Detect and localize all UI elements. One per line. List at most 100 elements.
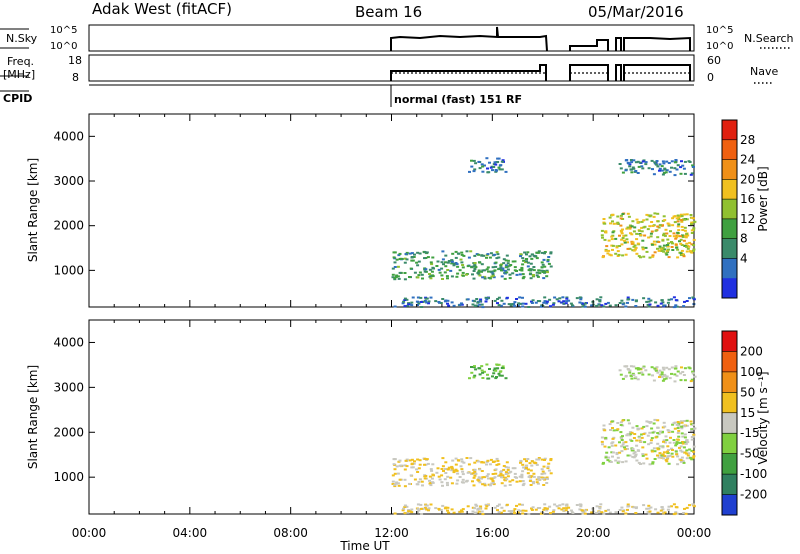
- scatter-cell: [441, 278, 444, 280]
- scatter-cell: [679, 235, 683, 238]
- scatter-cell: [393, 266, 397, 268]
- scatter-cell: [481, 513, 485, 516]
- scatter-cell: [674, 159, 678, 161]
- scatter-cell: [690, 429, 693, 432]
- scatter-cell: [595, 505, 599, 508]
- cpid-text: normal (fast) 151 RF: [394, 93, 522, 106]
- scatter-cell: [549, 459, 553, 462]
- scatter-cell: [687, 452, 691, 455]
- scatter-cell: [488, 484, 492, 487]
- scatter-cell: [484, 296, 488, 299]
- scatter-cell: [412, 256, 416, 258]
- scatter-cell: [411, 296, 415, 299]
- scatter-cell: [606, 508, 610, 511]
- scatter-cell: [621, 377, 625, 380]
- scatter-cell: [508, 273, 512, 276]
- scatter-cell: [478, 481, 482, 484]
- scatter-cell: [404, 253, 408, 256]
- scatter-cell: [541, 263, 545, 266]
- scatter-cell: [510, 510, 514, 512]
- scatter-cell: [604, 249, 608, 252]
- scatter-cell: [662, 250, 666, 253]
- scatter-cell: [446, 261, 450, 264]
- scatter-cell: [656, 442, 660, 445]
- scatter-cell: [403, 272, 407, 274]
- scatter-cell: [396, 265, 400, 268]
- scatter-cell: [528, 255, 532, 258]
- scatter-cell: [627, 215, 631, 218]
- scatter-cell: [626, 508, 629, 511]
- scatter-cell: [616, 215, 620, 218]
- scatter-cell: [398, 459, 402, 462]
- scatter-cell: [500, 269, 503, 272]
- scatter-cell: [677, 223, 681, 226]
- scatter-cell: [621, 510, 625, 513]
- scatter-cell: [618, 302, 622, 304]
- freq-unit-label: [MHz]: [3, 68, 35, 81]
- x-tick-label: 00:00: [677, 526, 712, 540]
- scatter-cell: [672, 235, 676, 238]
- scatter-cell: [542, 508, 546, 511]
- scatter-cell: [498, 267, 502, 270]
- scatter-cell: [640, 371, 644, 374]
- scatter-cell: [578, 508, 582, 511]
- scatter-cell: [662, 171, 666, 174]
- scatter-cell: [546, 258, 550, 261]
- scatter-cell: [491, 266, 495, 269]
- scatter-cell: [681, 234, 684, 237]
- scatter-cell: [397, 254, 401, 257]
- scatter-cell: [632, 437, 636, 439]
- scatter-cell: [662, 244, 666, 247]
- scatter-cell: [654, 369, 658, 372]
- scatter-cell: [663, 511, 667, 514]
- scatter-cell: [662, 234, 665, 237]
- scatter-cell: [632, 159, 636, 162]
- scatter-cell: [536, 482, 540, 485]
- scatter-cell: [579, 505, 583, 508]
- scatter-cell: [524, 509, 528, 512]
- scatter-cell: [474, 162, 478, 165]
- scatter-cell: [647, 373, 651, 376]
- scatter-cell: [668, 235, 672, 237]
- scatter-cell: [675, 168, 679, 171]
- scatter-cell: [486, 377, 490, 380]
- scatter-cell: [485, 298, 489, 301]
- scatter-cell: [684, 236, 688, 239]
- scatter-cell: [437, 475, 441, 478]
- cpid-panel: CPID normal (fast) 151 RF: [0, 84, 694, 107]
- scatter-cell: [536, 275, 540, 278]
- scatter-cell: [416, 511, 419, 513]
- scatter-cell: [521, 484, 525, 487]
- scatter-cell: [642, 433, 646, 435]
- scatter-cell: [629, 159, 633, 161]
- scatter-cell: [393, 305, 397, 308]
- scatter-cell: [604, 230, 608, 233]
- scatter-cell: [505, 461, 509, 464]
- scatter-cell: [692, 456, 695, 459]
- scatter-cell: [521, 273, 525, 276]
- scatter-cell: [427, 302, 430, 305]
- scatter-cell: [538, 300, 542, 303]
- scatter-cell: [675, 246, 679, 249]
- scatter-cell: [660, 169, 664, 172]
- scatter-cell: [468, 377, 471, 380]
- scatter-cell: [676, 427, 680, 429]
- scatter-cell: [626, 447, 629, 450]
- scatter-cell: [472, 159, 476, 162]
- scatter-cell: [692, 250, 695, 252]
- scatter-cell: [612, 429, 616, 432]
- scatter-cell: [683, 436, 687, 439]
- scatter-cell: [656, 419, 660, 422]
- scatter-cell: [413, 253, 416, 256]
- scatter-cell: [460, 460, 464, 463]
- scatter-cell: [661, 453, 665, 456]
- scatter-cell: [619, 217, 623, 220]
- scatter-cell: [545, 302, 549, 305]
- scatter-cell: [676, 432, 680, 434]
- scatter-cell: [471, 510, 475, 513]
- scatter-cell: [408, 276, 411, 278]
- scatter-cell: [496, 298, 500, 300]
- scatter-cell: [444, 254, 448, 257]
- scatter-cell: [424, 504, 428, 507]
